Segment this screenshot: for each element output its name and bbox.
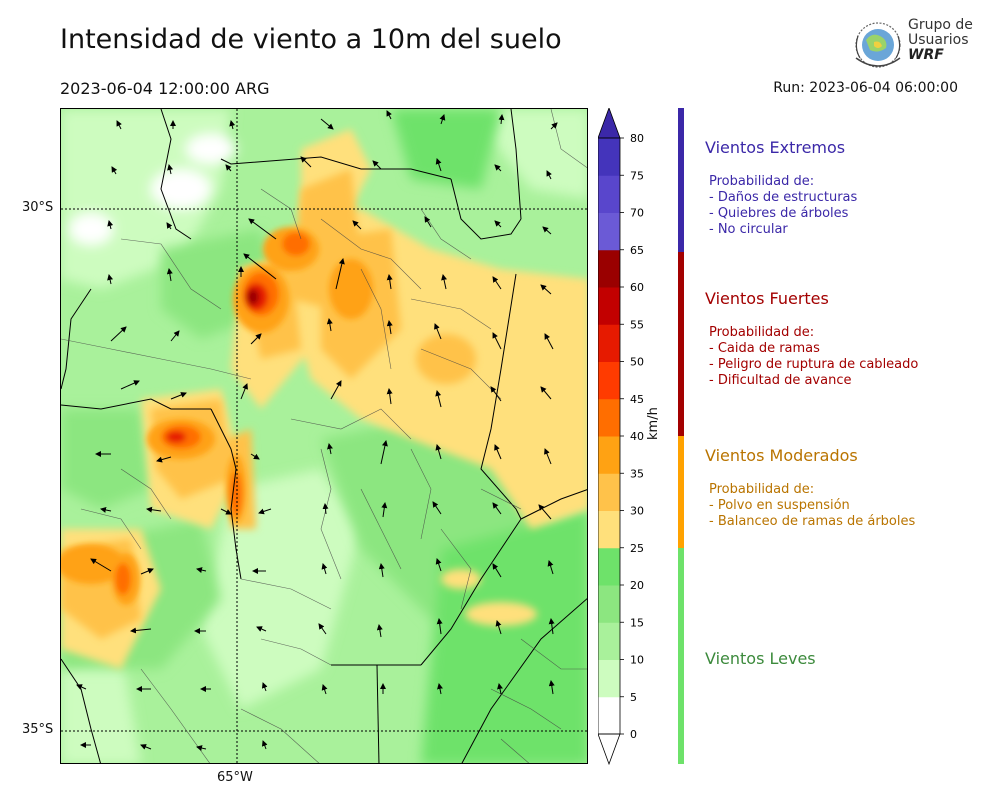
category-moderados: Vientos Moderados Probabilidad de: - Pol… (705, 446, 915, 530)
run-time: Run: 2023-06-04 06:00:00 (773, 80, 958, 96)
colorbar-tick-label: 35 (630, 467, 644, 480)
category-title: Vientos Fuertes (705, 289, 829, 308)
category-header: Probabilidad de: (709, 325, 815, 340)
colorbar-tick-label: 15 (630, 616, 644, 629)
strong-wind-areas (61, 227, 373, 605)
map-title: Intensidad de viento a 10m del suelo (60, 24, 562, 55)
category-bar-extremos (678, 108, 684, 252)
colorbar-swatch (598, 212, 620, 251)
colorbar-swatches (598, 138, 620, 735)
category-title: Vientos Leves (705, 649, 816, 668)
category-item: - Quiebres de árboles (709, 206, 849, 221)
category-item: - No circular (709, 222, 788, 237)
colorbar-tick-label: 0 (630, 728, 637, 741)
colorbar-swatch (598, 436, 620, 474)
colorbar-tick-label: 5 (630, 691, 637, 704)
colorbar-swatch (598, 696, 620, 735)
province-boundaries (61, 109, 587, 763)
category-details: Probabilidad de: - Polvo en suspensión -… (709, 482, 915, 530)
globe-icon (855, 22, 901, 68)
colorbar-swatch (598, 138, 620, 176)
lat-label-35s: 35°S (22, 722, 54, 737)
category-title: Vientos Moderados (705, 446, 858, 465)
category-extremos: Vientos Extremos Probabilidad de: - Daño… (705, 138, 857, 238)
colorbar-tick-label: 50 (630, 356, 644, 369)
category-details: Probabilidad de: - Daños de estructuras … (709, 174, 857, 238)
wrf-logo (855, 22, 901, 68)
colorbar-tick-label: 75 (630, 169, 644, 182)
category-bar-fuertes (678, 252, 684, 436)
colorbar-under-triangle (598, 733, 621, 766)
category-bar-leves (678, 548, 684, 764)
colorbar-tick-label: 30 (630, 505, 644, 518)
colorbar-tick-label: 20 (630, 579, 644, 592)
colorbar-over-triangle (598, 108, 621, 139)
colorbar-tick-label: 45 (630, 393, 644, 406)
category-title: Vientos Extremos (705, 138, 846, 157)
colorbar-tick-label: 60 (630, 281, 644, 294)
colorbar-tick-label: 70 (630, 207, 644, 220)
colorbar-ticks: 0 5 10 15 20 25 30 35 40 45 50 55 60 65 70 75 80 (620, 132, 644, 741)
lon-label-65w: 65°W (217, 770, 253, 785)
colorbar-swatch (598, 473, 620, 511)
category-details: Probabilidad de: - Caida de ramas - Peli… (709, 325, 918, 389)
logo-line-3: WRF (908, 47, 944, 63)
colorbar-swatch (598, 585, 620, 623)
category-header: Probabilidad de: (709, 174, 815, 189)
category-fuertes: Vientos Fuertes Probabilidad de: - Caida… (705, 289, 918, 389)
wind-speed-colorbar: 0 5 10 15 20 25 30 35 40 45 50 55 60 65 70 75 80 (598, 108, 644, 766)
valid-time: 2023-06-04 12:00:00 ARG (60, 79, 270, 98)
colorbar-swatch (598, 361, 620, 400)
colorbar-tick-label: 80 (630, 132, 644, 145)
logo-line-1: Grupo de (908, 17, 973, 33)
colorbar-tick-label: 25 (630, 542, 644, 555)
logo-line-2: Usuarios (908, 32, 969, 48)
category-item: - Balanceo de ramas de árboles (709, 514, 916, 529)
wind-vectors (76, 110, 558, 752)
category-item: - Peligro de ruptura de cableado (709, 357, 919, 372)
colorbar-swatch (598, 622, 620, 660)
colorbar-swatch (598, 287, 620, 325)
wind-map (60, 108, 588, 764)
lat-label-30s: 30°S (22, 200, 54, 215)
colorbar-swatch (598, 324, 620, 362)
colorbar-swatch (598, 398, 620, 437)
colorbar-unit-label: km/h (646, 407, 661, 440)
category-bar-moderados (678, 436, 684, 548)
graticule (61, 109, 587, 763)
colorbar-swatch (598, 510, 620, 549)
colorbar-swatch (598, 659, 620, 698)
category-leves: Vientos Leves (705, 649, 816, 668)
colorbar-tick-label: 65 (630, 244, 644, 257)
colorbar-swatch (598, 249, 620, 288)
colorbar-tick-label: 10 (630, 654, 644, 667)
colorbar-tick-label: 55 (630, 318, 644, 331)
colorbar-swatch (598, 547, 620, 586)
category-header: Probabilidad de: (709, 482, 815, 497)
category-item: - Caida de ramas (709, 341, 820, 356)
category-item: - Polvo en suspensión (709, 498, 850, 513)
colorbar-swatch (598, 175, 620, 213)
logo-text: Grupo de Usuarios WRF (908, 18, 973, 63)
category-item: - Daños de estructuras (709, 190, 858, 205)
category-item: - Dificultad de avance (709, 373, 852, 388)
wind-field-svg (61, 109, 587, 763)
colorbar-tick-label: 40 (630, 430, 644, 443)
